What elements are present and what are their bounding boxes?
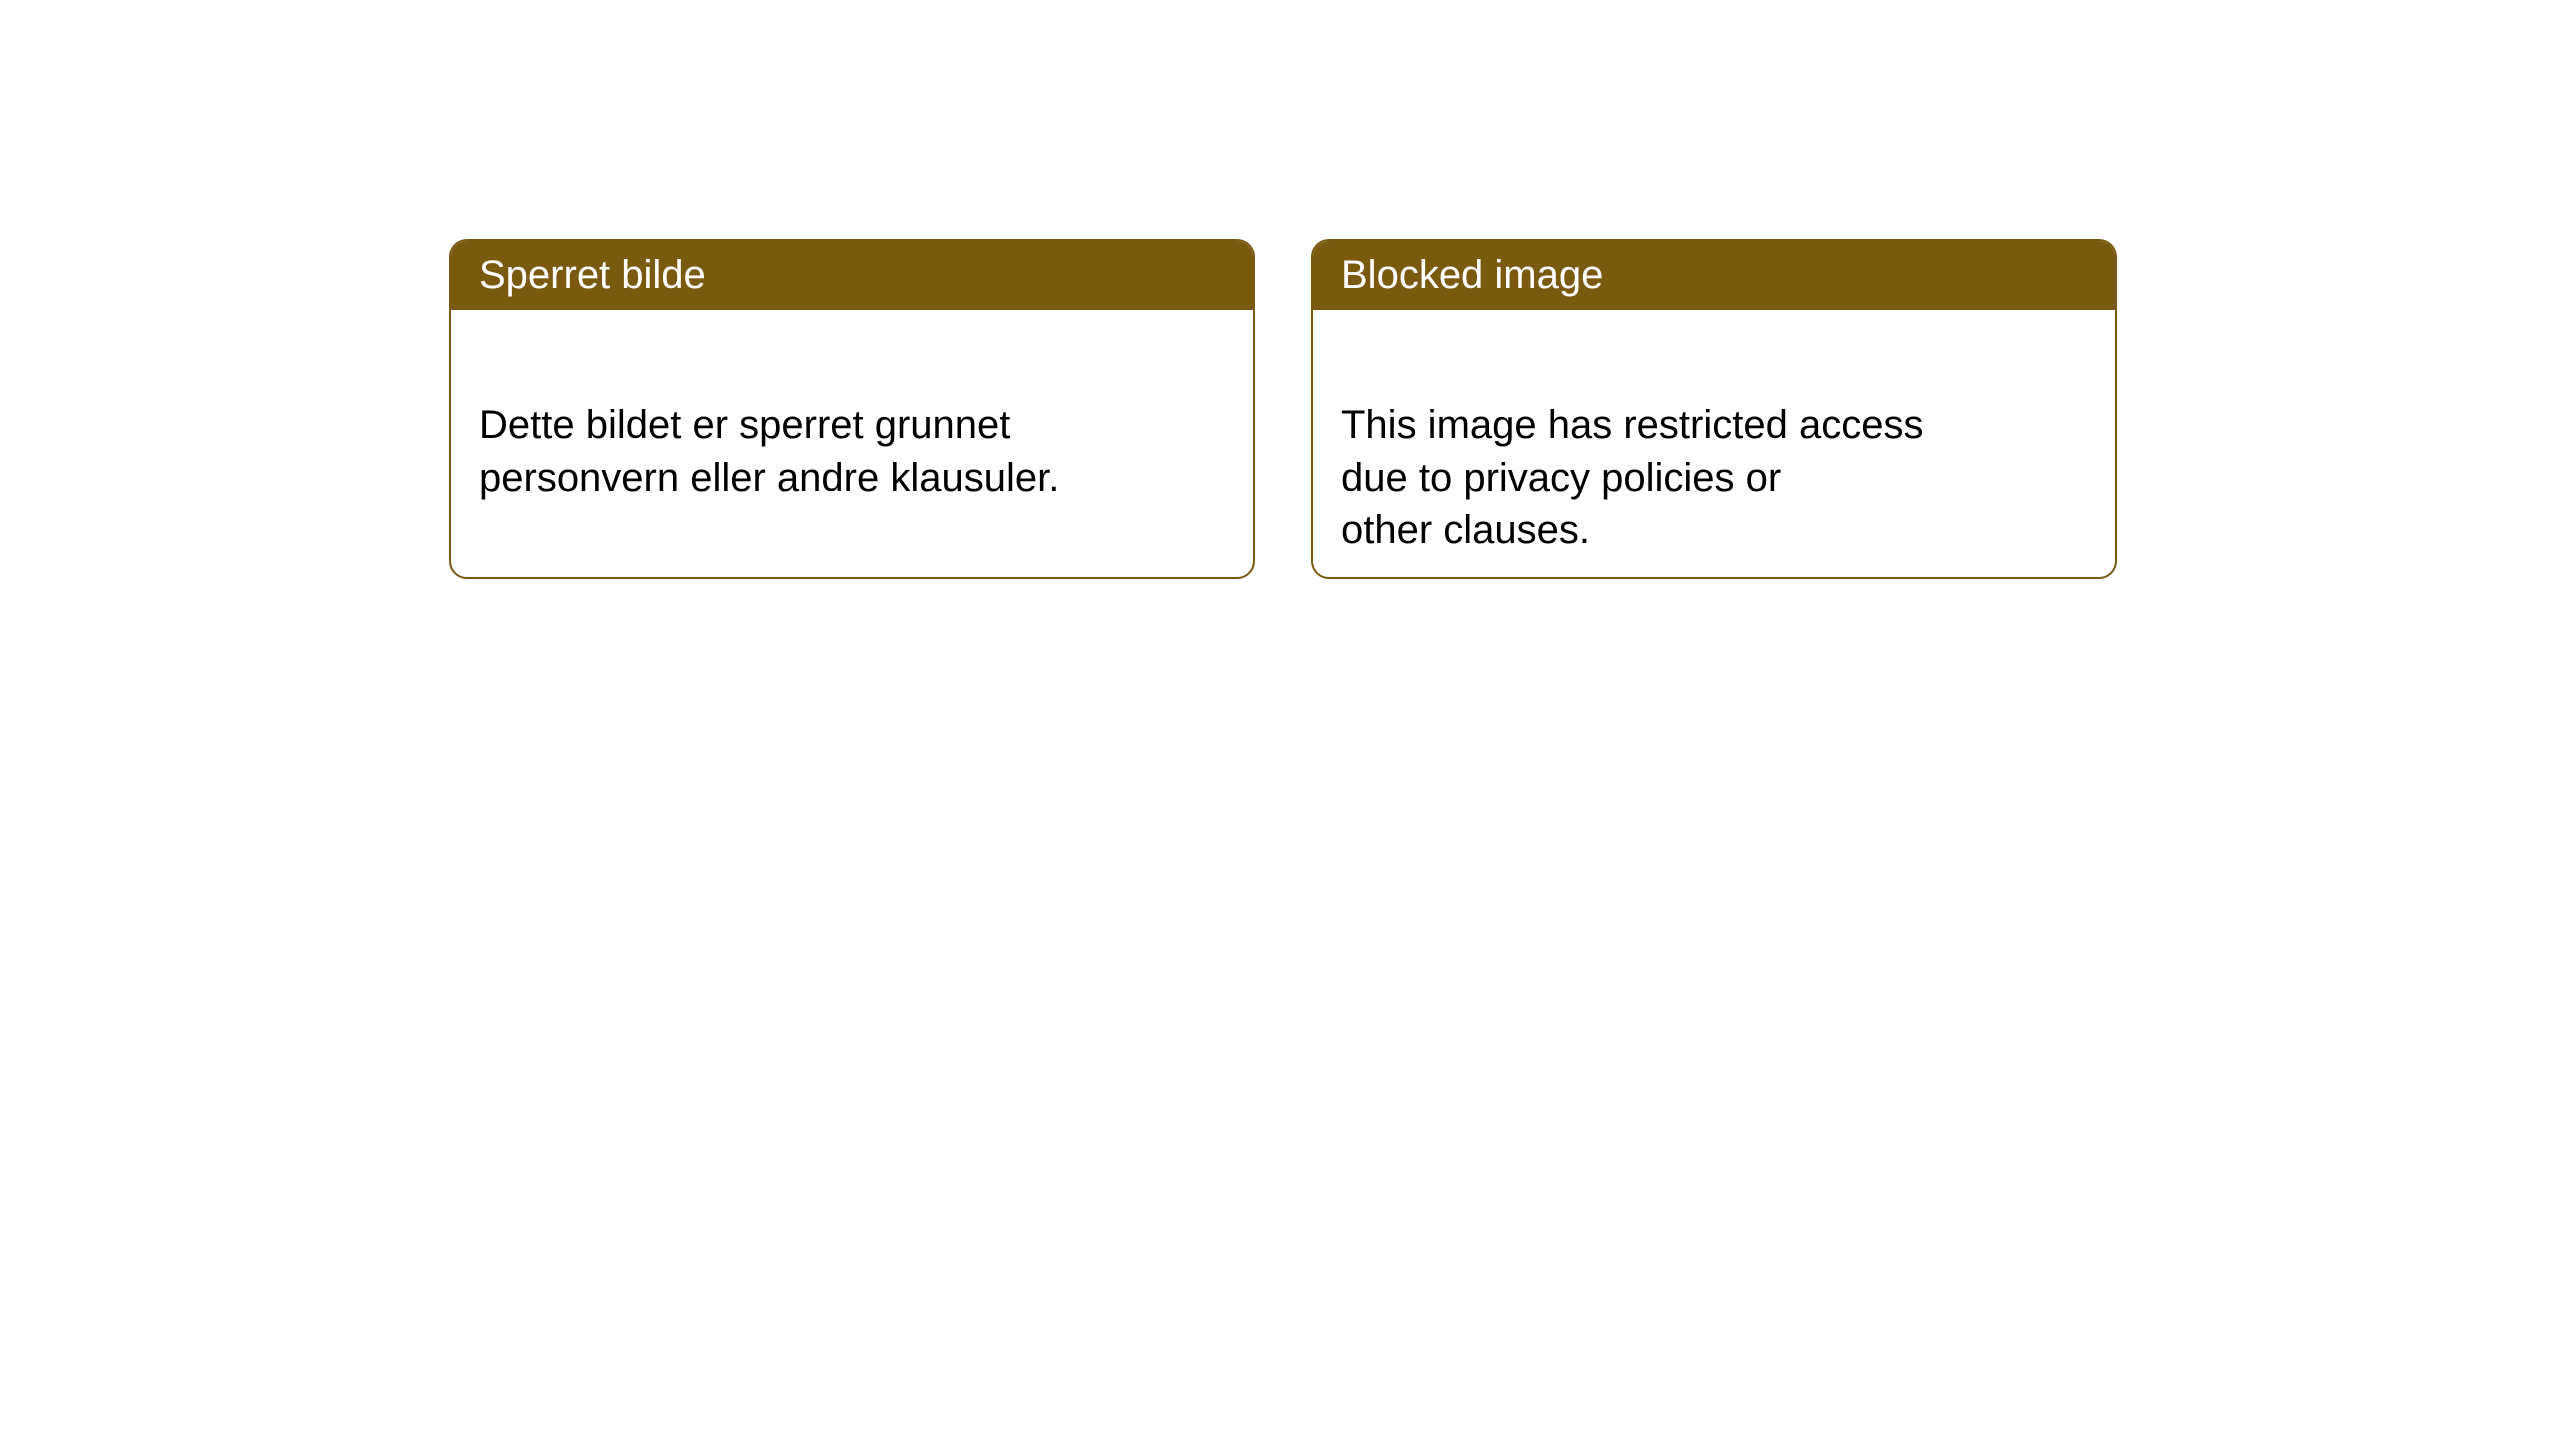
notice-body: Dette bildet er sperret grunnet personve… <box>451 310 1253 540</box>
notice-body: This image has restricted access due to … <box>1313 310 2115 579</box>
notice-card-english: Blocked image This image has restricted … <box>1311 239 2117 579</box>
notice-header: Blocked image <box>1313 241 2115 310</box>
notice-title: Blocked image <box>1341 253 1603 297</box>
notice-card-norwegian: Sperret bilde Dette bildet er sperret gr… <box>449 239 1255 579</box>
notice-body-text: This image has restricted access due to … <box>1341 403 1923 553</box>
notice-cards-container: Sperret bilde Dette bildet er sperret gr… <box>449 239 2117 579</box>
notice-header: Sperret bilde <box>451 241 1253 310</box>
notice-body-text: Dette bildet er sperret grunnet personve… <box>479 403 1059 500</box>
notice-title: Sperret bilde <box>479 253 706 297</box>
